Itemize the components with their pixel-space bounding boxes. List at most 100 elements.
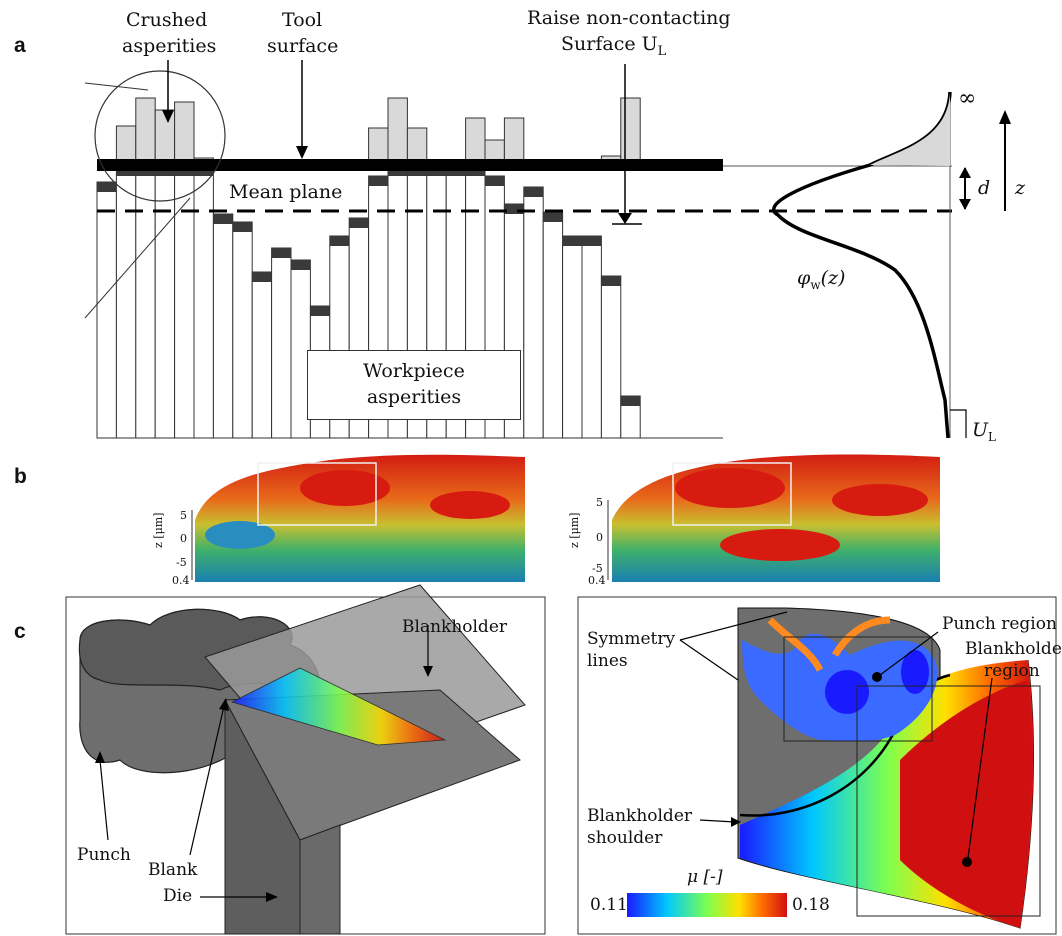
asperity-deformed-cap (620, 396, 641, 406)
surface-left-tick-5: 5 (180, 509, 187, 522)
friction-map-punch-blue-2 (901, 650, 929, 694)
crushed-label-2: asperities (122, 35, 217, 57)
asperity-deformed-cap (562, 236, 582, 246)
asperity-deformed-cap (504, 204, 524, 214)
asperity-deformed-cap (213, 214, 233, 224)
symmetry-label-1: Symmetry (587, 629, 676, 649)
surface-left-peak-1 (300, 470, 390, 506)
shoulder-arrow (699, 819, 736, 823)
asperity-deformed-cap (310, 306, 330, 316)
tool-surface-line (97, 159, 723, 171)
punch-label: Punch (77, 845, 131, 865)
crushed-label-1: Crushed (126, 9, 208, 31)
blankholder-region-label-2: region (984, 661, 1040, 681)
blankholder-region-label-1: Blankholder (965, 639, 1062, 659)
panel-b-label: b (14, 465, 27, 488)
blankholder-region-arrow (967, 677, 993, 859)
blankholder-region-box (856, 685, 1041, 917)
ul-bracket (950, 409, 967, 438)
surface-left-valley (205, 521, 275, 549)
mu-label: μ [-] (687, 867, 723, 887)
crushed-arrow-head (162, 110, 174, 123)
blank-label: Blank (148, 860, 198, 880)
asperity-deformed-cap (543, 212, 563, 222)
punch-region-box (783, 636, 933, 742)
workpiece-label-1: Workpiece (363, 360, 465, 382)
punch-arrow-head (95, 751, 105, 763)
surface-right-peak-1 (675, 468, 785, 508)
asperity-deformed-cap (97, 182, 117, 192)
crushed-asperities-circle (94, 70, 226, 202)
distribution-curve (771, 91, 952, 439)
blankholder-shoulder-label-2: shoulder (587, 828, 663, 848)
zoom-line-bottom (84, 197, 191, 319)
surface-left-zoom-box (257, 462, 377, 526)
asperity-deformed-cap (291, 260, 311, 270)
asperity-deformed-cap (368, 176, 388, 186)
tool-arrow-head (296, 146, 308, 159)
shoulder-arrow-head (731, 817, 741, 827)
asperity-deformed-cap (485, 176, 505, 186)
workpiece-label-2: asperities (366, 386, 462, 408)
punch-arrow (99, 759, 109, 841)
surface-right-peak-3 (720, 529, 840, 561)
blank-sheet (230, 667, 447, 746)
friction-map-punch-blue-1 (825, 670, 869, 714)
blankholder-region-dot (962, 857, 972, 867)
infinity-label: ∞ (958, 86, 977, 111)
symmetry-line-arrow-1 (679, 611, 788, 641)
symmetry-line-arrow-2 (679, 639, 739, 681)
asperity-deformed-cap (523, 187, 544, 197)
raise-label-1: Raise non-contacting (527, 7, 731, 29)
raise-arrow-head (618, 213, 632, 224)
punch-region-label: Punch region (942, 614, 1057, 634)
die-front (299, 824, 341, 935)
punch-region-arrow (879, 631, 939, 676)
d-label: d (978, 177, 991, 199)
raise-label-2: Surface UL (561, 33, 667, 59)
workpiece-label-box: Workpiece asperities (307, 350, 521, 420)
friction-map-orange-band (767, 616, 891, 672)
surface-right-zoom-box (672, 462, 792, 526)
mean-plane-label: Mean plane (229, 181, 343, 203)
asperity-deformed-cap (252, 272, 272, 282)
friction-map-red-zone (900, 680, 1032, 928)
blankholder-label: Blankholder (402, 617, 508, 637)
symmetry-label-2: lines (587, 651, 628, 671)
tool-label-1: Tool (282, 9, 323, 31)
blank-arrow (189, 705, 225, 856)
asperity-deformed-cap (329, 236, 350, 246)
z-arrow-head (999, 110, 1011, 124)
surface-left (195, 454, 525, 582)
distribution-tail-fill (870, 92, 950, 166)
punch-region-dot (872, 672, 882, 682)
asperity-deformed-cap (232, 222, 253, 232)
ul-label: UL (972, 419, 996, 444)
die-arrow-head (266, 892, 278, 902)
mu-colorbar (627, 893, 787, 917)
asperity-deformed-cap (271, 248, 291, 258)
friction-map-frame (577, 596, 1057, 935)
blankholder-arrow-head (423, 666, 433, 677)
asperity-deformed-cap (582, 236, 602, 246)
mu-min-label: 0.11 (590, 895, 628, 915)
panel-a-label: a (14, 34, 26, 57)
surface-right-tick-0: 0 (596, 531, 603, 544)
die-label: Die (163, 886, 193, 906)
surface-left-tick-04: 0.4 (172, 574, 190, 587)
asperity-deformed-cap (601, 276, 621, 286)
mu-max-label: 0.18 (792, 895, 830, 915)
surface-left-peak-2 (430, 491, 510, 519)
surface-left-tick-0: 0 (180, 532, 187, 545)
surface-right-tick-5: 5 (596, 496, 603, 509)
panel-c-label: c (14, 620, 26, 643)
asperity-deformed-cap (349, 218, 369, 228)
d-arrow-head-up (959, 167, 971, 178)
z-label: z (1015, 177, 1026, 199)
surface-right-peak-2 (832, 484, 928, 516)
blank-arrow-head (219, 698, 229, 711)
d-arrow-head-down (959, 199, 971, 210)
surface-right-tick-m5: -5 (592, 562, 603, 575)
